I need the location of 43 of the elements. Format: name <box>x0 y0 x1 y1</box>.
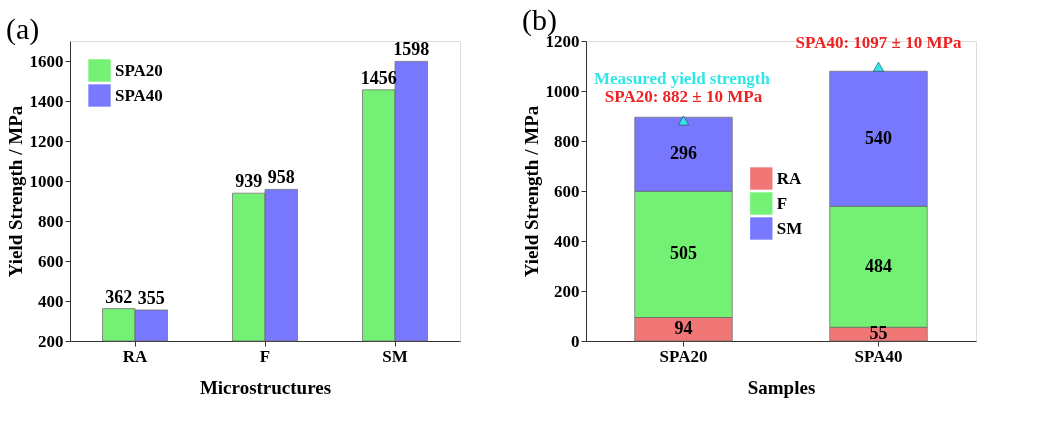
legend-label: SPA20 <box>115 60 163 80</box>
y-tick-label: 0 <box>571 331 580 351</box>
legend-label: SM <box>776 218 803 238</box>
data-label: 94 <box>674 318 693 339</box>
y-axis-title: Yield Strength / MPa <box>520 105 542 278</box>
data-label: 355 <box>137 288 165 308</box>
x-tick-label: SM <box>382 346 408 366</box>
chart-title: (a) <box>6 12 40 46</box>
legend-label: SPA40 <box>115 85 163 105</box>
x-tick-label: F <box>259 346 271 366</box>
y-tick-label: 600 <box>554 181 580 201</box>
x-tick-label: SPA40 <box>854 346 903 366</box>
text: Measured yield strength <box>594 69 771 88</box>
data-label: 55 <box>869 323 888 344</box>
data-label: 1456 <box>360 67 397 88</box>
x-tick-label: RA <box>122 346 148 366</box>
y-tick-label: 400 <box>38 291 64 311</box>
data-label: 296 <box>670 143 697 164</box>
y-tick-label: 1200 <box>29 131 64 151</box>
data-label: 362 <box>105 286 133 307</box>
y-tick-label: 1400 <box>29 91 64 111</box>
data-label: 505 <box>670 243 697 264</box>
y-tick-label: 800 <box>554 131 580 151</box>
y-tick-label: 600 <box>38 251 64 271</box>
data-label: 540 <box>865 127 892 148</box>
data-label: 484 <box>865 255 892 276</box>
y-tick-label: 1000 <box>29 171 64 191</box>
y-tick-label: 1600 <box>29 51 64 71</box>
data-label: 1598 <box>393 39 430 60</box>
y-tick-label: 1000 <box>545 81 580 101</box>
y-tick-label: 200 <box>554 281 580 301</box>
x-axis-title: Microstructures <box>199 376 332 398</box>
annotation: SPA40: 1097 ± 10 MPa <box>795 32 962 52</box>
data-label: 958 <box>267 167 295 188</box>
y-axis-title: Yield Strength / MPa <box>4 105 26 278</box>
y-tick-label: 200 <box>38 331 64 351</box>
x-axis-title: Samples <box>747 376 816 398</box>
y-tick-label: 400 <box>554 231 580 251</box>
data-label: 939 <box>235 171 263 192</box>
legend-label: RA <box>776 168 803 188</box>
x-tick-label: SPA20 <box>659 346 708 366</box>
y-tick-label: 800 <box>38 211 64 231</box>
legend-label: F <box>776 193 788 213</box>
